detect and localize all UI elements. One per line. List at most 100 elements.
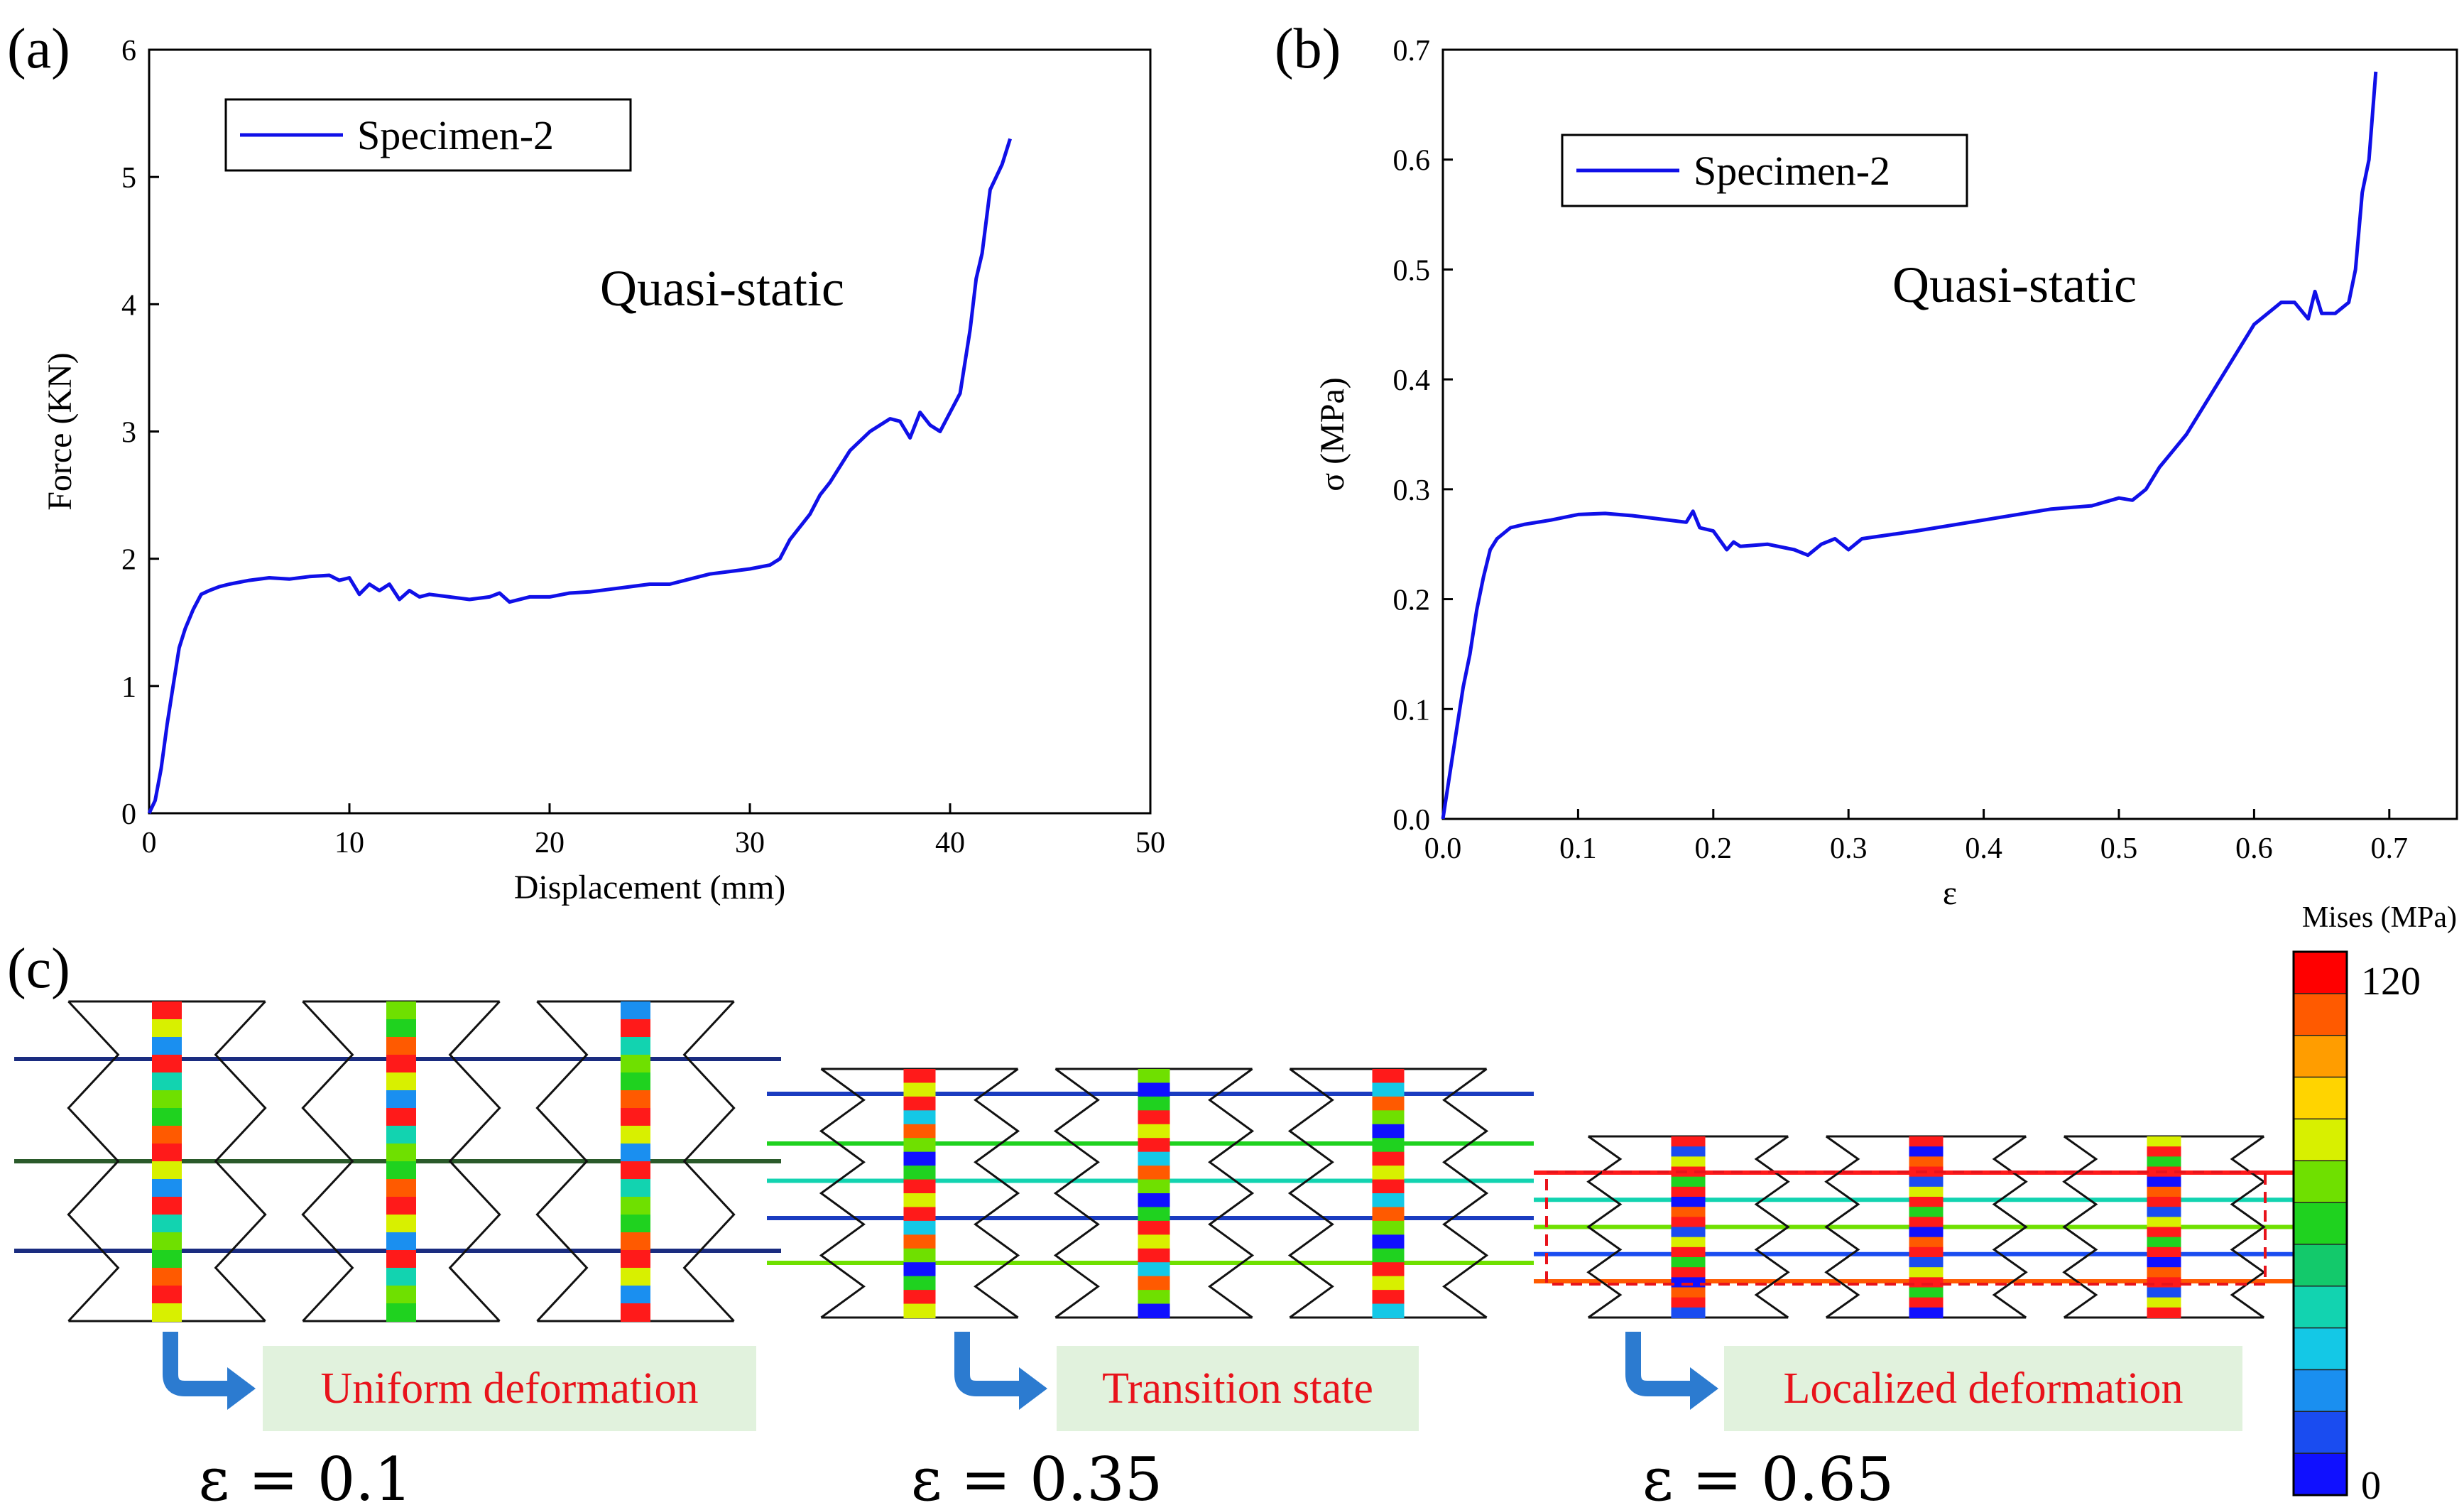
y-tick-label: 2: [121, 544, 136, 577]
stress-column-band: [1138, 1096, 1170, 1112]
cell-wall-right: [214, 1000, 267, 1322]
chart-b: Quasi-static 0.0 0.1 0.2 0.3 0.4 0.5 0.6 0.7 0.0…: [1314, 35, 2458, 912]
stress-column-band: [1671, 1136, 1706, 1148]
y-tick-label: 6: [121, 35, 136, 67]
stress-column-band: [1671, 1257, 1706, 1269]
stress-column-band: [2147, 1277, 2181, 1288]
stress-column-band: [2147, 1287, 2181, 1298]
x-tick-label: 0.0: [1424, 832, 1462, 865]
x-tick-label: 0.1: [1559, 832, 1597, 865]
y-tick-label: 4: [121, 289, 136, 322]
colorbar-segment: [2294, 993, 2347, 1036]
stress-column-band: [1372, 1276, 1405, 1291]
deformation-structures: [14, 1000, 2311, 1322]
colorbar-segment: [2294, 1119, 2347, 1161]
stress-column-band: [1909, 1246, 1944, 1258]
stress-column-band: [152, 1232, 182, 1251]
stress-column-band: [2147, 1156, 2181, 1168]
colorbar-segment: [2294, 1077, 2347, 1119]
stress-column-band: [1372, 1151, 1405, 1167]
x-tick-label: 30: [735, 827, 765, 859]
stress-column-band: [1671, 1297, 1706, 1308]
cell-wall-right: [974, 1068, 1020, 1319]
cell-wall-right: [1208, 1068, 1255, 1319]
x-axis-label: ε: [1943, 874, 1957, 912]
cell-wall-left: [67, 1000, 120, 1322]
stress-column-band: [386, 1037, 416, 1055]
legend-label: Specimen-2: [357, 112, 554, 158]
stress-column-band: [903, 1248, 936, 1264]
cell-wall-left: [535, 1000, 589, 1322]
stress-column-band: [386, 1161, 416, 1180]
stress-column-band: [903, 1069, 936, 1084]
stress-column-band: [1372, 1069, 1405, 1084]
stress-column-band: [2147, 1307, 2181, 1318]
state-arrow-head: [1690, 1367, 1718, 1410]
stress-column-band: [152, 1197, 182, 1215]
stress-column-band: [1372, 1110, 1405, 1125]
y-tick-label: 0.3: [1393, 474, 1431, 507]
stress-column-band: [386, 1179, 416, 1197]
stress-column-band: [621, 1108, 650, 1126]
cell-wall-right: [448, 1000, 501, 1322]
stress-column-band: [621, 1286, 650, 1304]
y-tick-label: 0.6: [1393, 145, 1431, 178]
x-tick-label: 40: [935, 827, 965, 859]
stress-column-band: [1138, 1220, 1170, 1236]
stress-column-band: [1671, 1146, 1706, 1158]
series-line-specimen-2: [147, 138, 1012, 815]
chart-b-annotation: Quasi-static: [1892, 256, 2137, 313]
stress-column-band: [1909, 1267, 1944, 1278]
stress-column-band: [1671, 1227, 1706, 1238]
stress-column-band: [1372, 1234, 1405, 1249]
stress-column-band: [386, 1001, 416, 1020]
stress-column-band: [1671, 1176, 1706, 1188]
stress-column-band: [1372, 1193, 1405, 1208]
stress-column-band: [152, 1215, 182, 1233]
stress-column-band: [2147, 1136, 2181, 1148]
colorbar-segment: [2294, 1327, 2347, 1370]
stress-column-band: [1372, 1248, 1405, 1264]
state-arrow: [954, 1332, 1023, 1396]
stress-column-band: [1909, 1176, 1944, 1188]
colorbar-frame: [2292, 950, 2348, 1497]
stress-column-band: [903, 1179, 936, 1194]
stress-column-band: [1671, 1267, 1706, 1278]
chart-a: Quasi-static 0 10 20 30 40 50 0 1 2 3 4 5 6 Displacem…: [41, 35, 1165, 906]
colorbar-segment: [2294, 1244, 2347, 1287]
state-box: [1724, 1346, 2242, 1431]
legend-label: Specimen-2: [1694, 148, 1890, 194]
strain-label: ε = 0.65: [1642, 1445, 1894, 1510]
stress-column-band: [1671, 1207, 1706, 1218]
stress-column-band: [621, 1126, 650, 1144]
state-label: Transition state: [1102, 1364, 1373, 1413]
cell-wall-left: [819, 1068, 866, 1319]
chart-a-annotation: Quasi-static: [600, 260, 844, 317]
stress-column-band: [1671, 1237, 1706, 1248]
stress-column-band: [621, 1250, 650, 1269]
stress-column-band: [2147, 1227, 2181, 1238]
state-box: [263, 1346, 756, 1431]
stress-column-band: [903, 1082, 936, 1097]
cell-wall-left: [1824, 1135, 1860, 1319]
stress-column-band: [621, 1019, 650, 1038]
stress-column-band: [152, 1286, 182, 1304]
stress-column-band: [1138, 1193, 1170, 1208]
y-tick-label: 0.7: [1393, 35, 1431, 67]
stress-column-band: [621, 1037, 650, 1055]
y-tick-label: 0.0: [1393, 804, 1431, 837]
state-arrow-head: [227, 1367, 256, 1410]
stress-column-band: [903, 1276, 936, 1291]
stress-column-band: [621, 1197, 650, 1215]
stress-column-band: [1909, 1136, 1944, 1148]
stress-column-band: [1372, 1096, 1405, 1112]
stress-column-band: [621, 1144, 650, 1162]
stress-column-band: [621, 1215, 650, 1233]
y-tick-label: 0.4: [1393, 364, 1431, 397]
y-tick-label: 0.5: [1393, 254, 1431, 287]
stress-column-band: [621, 1055, 650, 1073]
stress-column-band: [1138, 1166, 1170, 1180]
stress-column-band: [152, 1179, 182, 1197]
colorbar-min-label: 0: [2361, 1464, 2381, 1508]
stress-column-band: [903, 1303, 936, 1318]
